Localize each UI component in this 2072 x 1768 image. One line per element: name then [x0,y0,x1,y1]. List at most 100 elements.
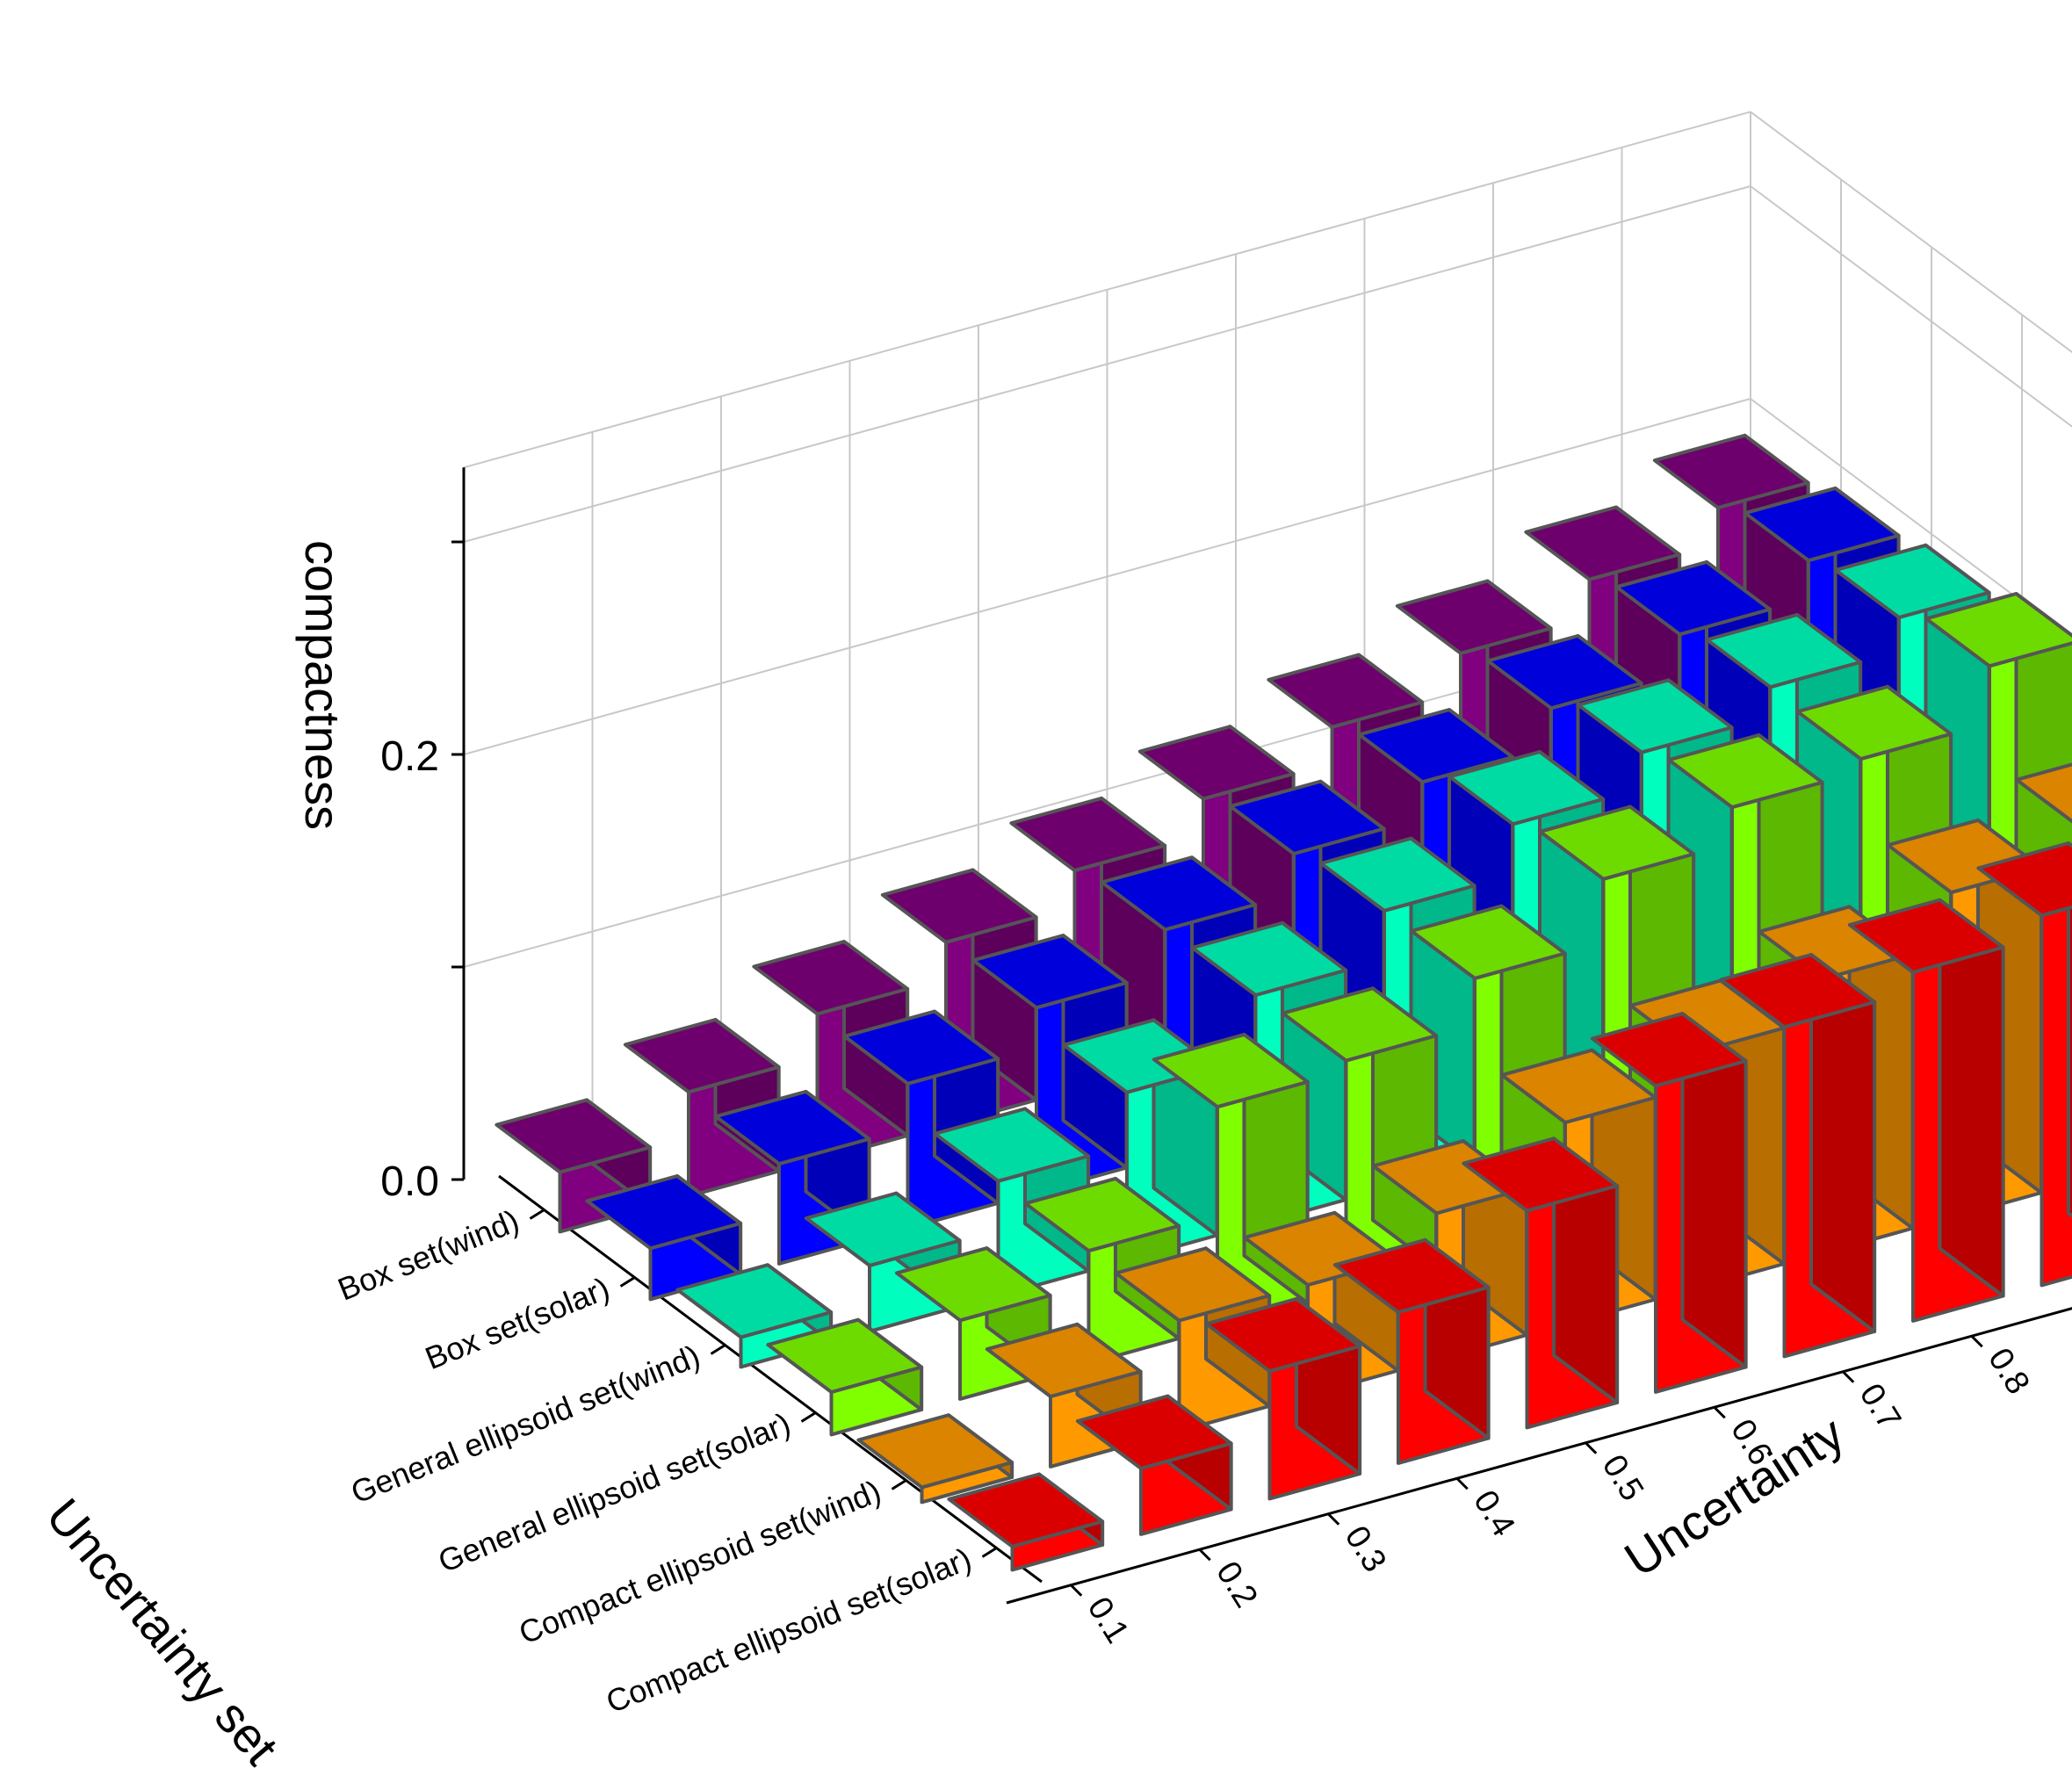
bar-top-face [1281,986,1439,1063]
bar-top-face [1705,613,1863,689]
bar [1204,1296,1362,1501]
bar [1462,1137,1620,1430]
bar-top-face [1204,1296,1362,1374]
bar-top-face [842,1009,1000,1086]
bar-top-face [1652,433,1810,510]
x-tick-label: 0.5 [1595,1448,1651,1507]
bar-top-face [971,934,1129,1010]
bar [1847,898,2005,1323]
bar-top-face [1075,1394,1233,1470]
bar-top-face [1847,898,2005,974]
bar-top-face [880,868,1038,944]
bar-top-face [766,1317,924,1394]
bar [1332,1238,1491,1465]
bar-top-face [1228,779,1386,855]
z-tick-label: 0.0 [380,1158,439,1205]
y-axis-title: Uncertainty set [36,1488,290,1768]
bar [1075,1394,1233,1536]
bar [766,1317,924,1437]
series-axis-tick [981,1547,998,1558]
x-axis-tick [1070,1584,1083,1597]
bar-top-face [713,1089,871,1166]
bar-top-face [585,1174,743,1251]
x-axis-tick [1585,1441,1598,1454]
bar [947,1472,1105,1572]
bar-top-face [1100,855,1258,932]
wall-border [1750,111,2072,354]
bar-top-face [1524,505,1682,581]
bar-top-face [1357,708,1515,784]
bar-top-face [933,1107,1091,1183]
bar-top-face [1448,750,1606,826]
x-axis-tick [1327,1512,1340,1526]
x-tick-label: 0.2 [1209,1555,1265,1614]
bar-top-face [1924,592,2072,668]
chart-bars [495,433,2072,1572]
bar-top-face [1190,920,1348,997]
bar-top-face [1009,796,1167,873]
series-axis-tick [800,1411,817,1423]
bar-top-face [675,1263,834,1339]
bar-top-face [1137,725,1296,801]
bar-top-face [752,940,910,1016]
side-wall-gridline [1750,185,2072,428]
z-tick-label: 0.2 [380,733,439,780]
chart-axes: 0.0 0.2 [380,467,2072,1605]
x-axis-tick [1713,1406,1726,1419]
bar-top-face [1318,836,1476,913]
x-tick-label: 0.1 [1080,1591,1137,1649]
series-tick-label: Box set(solar) [420,1270,614,1376]
bar-top-face [1719,953,1877,1029]
x-axis-tick [1970,1335,1983,1348]
series-axis-tick [891,1479,907,1490]
bar-top-face [1462,1137,1620,1213]
bar-top-face [1409,904,1567,980]
x-tick-label: 0.3 [1338,1519,1394,1578]
series-axis-tick [529,1209,545,1220]
bar-top-face [1743,486,1901,563]
x-axis-line [1006,1307,2072,1605]
bar-top-face [1395,579,1553,655]
bar-top-face [1267,653,1425,729]
x-tick-label: 0.4 [1466,1484,1522,1543]
bar-top-face [1614,559,1772,637]
bar-top-face [985,1322,1143,1398]
bar [856,1413,1014,1505]
bar-top-face [1666,732,1824,810]
bar-top-face [623,1018,781,1094]
bar-top-face [856,1413,1014,1490]
bar-top-face [1485,634,1643,711]
bar-top-face [1332,1238,1491,1315]
bar-top-face [2014,762,2072,824]
x-axis-tick [1842,1370,1855,1383]
bar-top-face [1023,1176,1181,1253]
bar-top-face [1576,678,1734,754]
z-axis-title: compactness [295,540,350,830]
bar-top-face [1795,684,1953,761]
bar-top-face [947,1472,1105,1548]
bar [585,1174,743,1302]
back-wall-gridline [463,398,1751,755]
back-wall-gridline [463,185,1751,543]
bar-top-face [1590,1012,1748,1088]
bar-top-face [1976,841,2072,918]
series-axis-tick [710,1344,726,1355]
bar-top-face [1152,1032,1310,1109]
x-axis-tick [1455,1477,1469,1490]
bar-top-face [1114,1246,1272,1323]
bar-front-face [2040,905,2072,1288]
series-axis-tick [619,1276,636,1288]
wall-border [463,111,1751,469]
series-tick-label: Box set(wind) [333,1202,524,1308]
x-tick-label: 0.8 [1981,1342,2037,1401]
bar [1114,1246,1272,1433]
x-tick-label: 0.7 [1852,1377,1909,1436]
bar-top-face [495,1098,653,1174]
series-axis-line [498,1174,1043,1584]
bar [1590,1012,1748,1394]
bar-top-face [1538,805,1696,881]
bar [2014,762,2072,824]
x-axis-tick [1198,1548,1211,1562]
bar-top-face [1833,543,1991,619]
